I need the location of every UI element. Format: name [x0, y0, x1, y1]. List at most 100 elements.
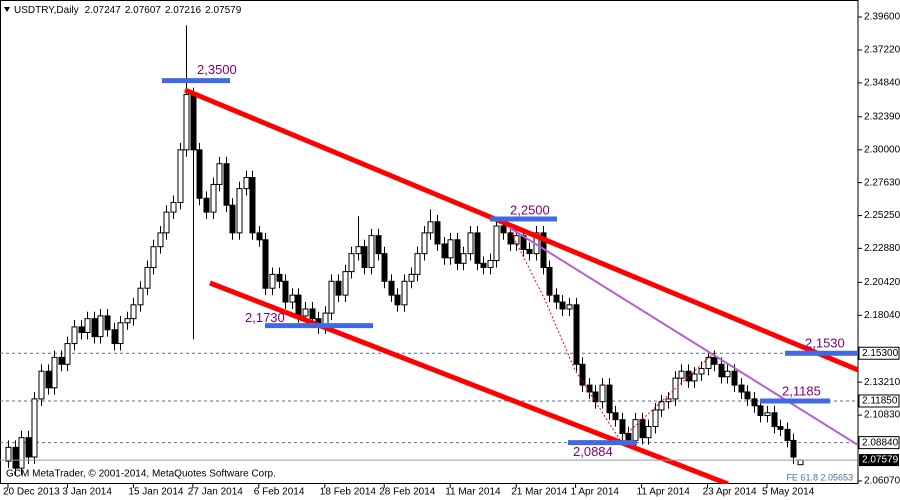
- candle-body: [163, 211, 170, 234]
- open-value: 2.07247: [85, 5, 122, 16]
- x-tick-label: 21 Mar 2014: [511, 487, 568, 498]
- candle-body: [573, 304, 580, 365]
- x-tick-label: 6 Feb 2014: [254, 487, 305, 498]
- candle-body: [38, 370, 45, 400]
- candle-body: [619, 419, 626, 434]
- candle-body: [223, 163, 230, 206]
- candle-body: [553, 294, 560, 303]
- fib-label: FE 61.8 2.05653: [786, 472, 853, 482]
- candle-body: [612, 412, 619, 421]
- candle-body: [117, 322, 124, 345]
- candle-body: [361, 246, 368, 268]
- low-value: 2.07216: [165, 5, 202, 16]
- candle-body: [685, 370, 692, 382]
- candle-body: [262, 239, 269, 289]
- x-tick-label: 20 Dec 2013: [3, 487, 60, 498]
- high-value: 2.07607: [125, 5, 162, 16]
- candle-body: [474, 232, 481, 264]
- candle-body: [480, 262, 487, 268]
- footer: GCM MetaTrader, © 2001-2014, MetaQuotes …: [6, 469, 276, 480]
- candle-body: [97, 315, 104, 338]
- candle-body: [625, 432, 632, 441]
- price-label-box: [858, 394, 900, 408]
- candle-body: [705, 356, 712, 369]
- candle-body: [639, 419, 646, 439]
- x-tick-label: 15 Jan 2014: [128, 487, 183, 498]
- candle-body: [104, 315, 111, 331]
- candle-body: [526, 248, 533, 255]
- x-tick-label: 28 Feb 2014: [379, 487, 436, 498]
- y-tick-label: 2.27630: [864, 177, 900, 188]
- candle-body: [210, 183, 217, 213]
- candle-body: [566, 304, 573, 310]
- candle-body: [441, 243, 448, 259]
- y-tick-label: 2.37220: [864, 45, 900, 56]
- candle-body: [724, 370, 731, 378]
- candle-body: [738, 384, 745, 393]
- candle-body: [282, 280, 289, 303]
- level-label: 2,1730: [245, 310, 285, 325]
- candle-body: [434, 221, 441, 245]
- level-label: 2,2500: [510, 202, 550, 217]
- candle-body: [408, 273, 415, 282]
- x-tick-label: 27 Jan 2014: [188, 487, 243, 498]
- candle-body: [771, 412, 778, 428]
- candle-body: [157, 232, 164, 248]
- candle-body: [64, 343, 71, 365]
- candle-body: [507, 232, 514, 245]
- candle-body: [5, 446, 12, 462]
- candle-body: [177, 149, 184, 203]
- current-price-label: 2.07579: [862, 455, 899, 466]
- candle-body: [777, 426, 784, 430]
- candle-body: [447, 239, 454, 259]
- candle-body: [368, 235, 375, 268]
- channel-upper: [184, 87, 858, 373]
- y-tick-label: 2.25250: [864, 210, 900, 221]
- candle-body: [757, 405, 764, 417]
- candle-body: [652, 409, 659, 428]
- candle-body: [401, 280, 408, 306]
- candle-body: [269, 273, 276, 289]
- candle-body: [111, 329, 118, 345]
- candle-body: [150, 246, 157, 268]
- y-tick-label: 2.32390: [864, 111, 900, 122]
- x-tick-label: 11 Mar 2014: [445, 487, 501, 498]
- candle-body: [249, 177, 256, 234]
- candle-body: [467, 232, 474, 255]
- candle-body: [18, 437, 25, 469]
- level-label: 2,3500: [197, 62, 237, 77]
- candle-body: [78, 326, 85, 333]
- candle-body: [375, 235, 382, 255]
- candle-body: [124, 318, 131, 324]
- candle-body: [691, 373, 698, 382]
- candle-body: [731, 370, 738, 386]
- candle-body: [295, 294, 302, 317]
- candle-body: [71, 326, 78, 345]
- plot-area: [0, 0, 859, 484]
- candle-body: [500, 225, 507, 234]
- candle-body: [348, 253, 355, 273]
- candle-body: [381, 253, 388, 282]
- candle-body: [236, 188, 243, 234]
- candle-body: [216, 163, 223, 185]
- candle-body: [764, 412, 771, 417]
- y-tick-label: 2.22880: [864, 243, 900, 254]
- y-tick-label: 2.06070: [864, 476, 900, 487]
- candle-body: [718, 363, 725, 378]
- candle-body: [427, 221, 434, 234]
- candle-body: [460, 253, 467, 264]
- candle-body: [229, 204, 236, 234]
- candle-body: [790, 439, 797, 458]
- y-tick-label: 2.13210: [864, 377, 900, 388]
- y-tick-label: 2.30000: [864, 144, 900, 155]
- trend-line: [509, 227, 858, 446]
- x-tick-label: 11 Apr 2014: [637, 487, 691, 498]
- candle-body: [454, 239, 461, 264]
- candle-body: [276, 273, 283, 282]
- candle-body: [243, 177, 250, 190]
- fib-path: [509, 229, 716, 441]
- candle-body: [31, 398, 38, 458]
- level-label: 2,1530: [805, 336, 845, 351]
- candle-body: [751, 398, 758, 407]
